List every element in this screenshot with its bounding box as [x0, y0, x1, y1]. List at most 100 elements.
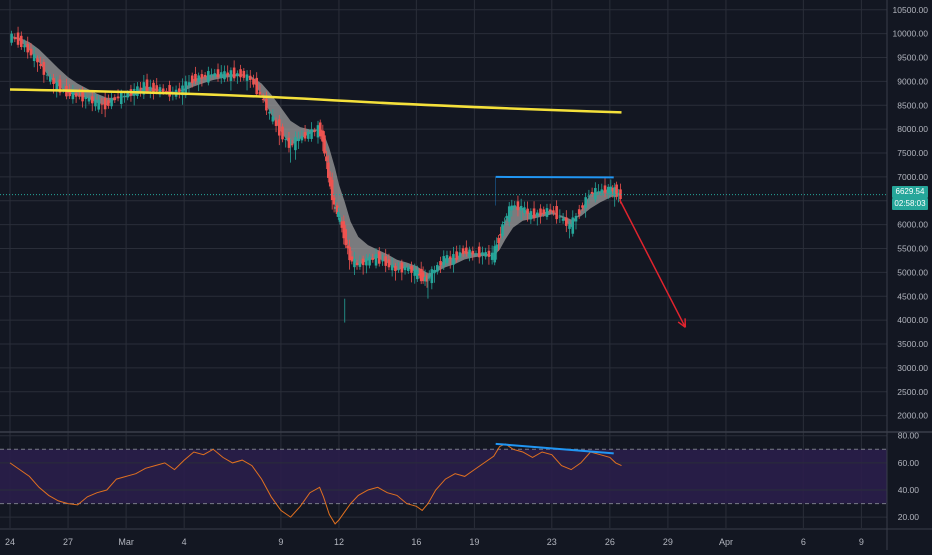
candle-body: [337, 212, 340, 217]
candle-body: [288, 138, 291, 148]
candle-body: [117, 96, 120, 98]
candle-body: [201, 74, 204, 79]
candle-body: [39, 64, 42, 66]
candle-body: [333, 198, 336, 205]
candle-body: [43, 62, 46, 75]
candle-body: [325, 156, 328, 161]
candle-body: [607, 187, 610, 193]
candle-body: [533, 208, 536, 218]
candle-body: [226, 73, 229, 76]
candle-body: [351, 256, 354, 261]
candle-body: [384, 256, 387, 266]
candle-body: [581, 205, 584, 207]
candle-body: [365, 258, 368, 265]
candle-body: [213, 73, 216, 76]
candle-body: [348, 247, 351, 260]
candle-body: [110, 99, 113, 107]
candle-body: [536, 213, 539, 216]
candle-body: [407, 267, 410, 271]
candle-body: [272, 116, 275, 121]
candle-body: [262, 99, 265, 100]
candle-body: [114, 97, 117, 100]
candle-body: [495, 245, 498, 251]
candle-body: [388, 260, 391, 268]
candle-body: [23, 45, 26, 47]
candle-body: [55, 82, 58, 90]
candle-body: [217, 69, 220, 77]
candle-body: [368, 257, 371, 266]
candle-body: [188, 82, 191, 85]
candle-body: [481, 252, 484, 255]
time-tick-label: 24: [5, 537, 15, 547]
price-tick-label: 10000.00: [893, 29, 929, 39]
candle-body: [265, 99, 268, 111]
candle-body: [101, 104, 104, 105]
candle-body: [523, 207, 526, 213]
price-tick-label: 2500.00: [897, 387, 928, 397]
candle-body: [578, 209, 581, 214]
candle-body: [511, 206, 514, 211]
time-tick-label: 19: [469, 537, 479, 547]
candle-body: [584, 197, 587, 208]
last-price-label: 6629.54: [892, 186, 928, 198]
rsi-band: [0, 449, 887, 503]
candle-body: [249, 76, 252, 80]
rsi-tick-label: 80.00: [898, 431, 920, 441]
candle-body: [353, 259, 356, 267]
candle-body: [146, 79, 149, 90]
candle-body: [294, 137, 297, 150]
candle-body: [33, 54, 36, 61]
candle-body: [452, 254, 455, 265]
candle-body: [462, 248, 465, 254]
candle-body: [588, 196, 591, 197]
price-tick-label: 9500.00: [897, 53, 928, 63]
price-tick-label: 8000.00: [897, 124, 928, 134]
time-tick-label: 27: [63, 537, 73, 547]
rsi-tick-label: 40.00: [898, 485, 920, 495]
time-tick-label: 16: [411, 537, 421, 547]
time-tick-label: 9: [859, 537, 864, 547]
price-tick-label: 6000.00: [897, 220, 928, 230]
candle-body: [559, 216, 562, 217]
candle-body: [139, 88, 142, 89]
candle-body: [88, 98, 91, 102]
candle-body: [339, 217, 342, 221]
candle-body: [404, 267, 407, 270]
candle-body: [555, 206, 558, 219]
candle-body: [501, 224, 504, 236]
candle-body: [207, 71, 210, 82]
candle-body: [594, 188, 597, 199]
time-tick-label: 26: [605, 537, 615, 547]
candle-body: [36, 58, 39, 62]
candle-body: [204, 75, 207, 77]
time-tick-label: 23: [547, 537, 557, 547]
candle-body: [197, 75, 200, 81]
price-tick-label: 4000.00: [897, 315, 928, 325]
candle-body: [513, 205, 516, 207]
price-tick-label: 2000.00: [897, 411, 928, 421]
candle-body: [520, 206, 523, 211]
candle-body: [431, 269, 434, 283]
price-tick-label: 5500.00: [897, 244, 928, 254]
candle-body: [465, 248, 468, 254]
candle-body: [468, 250, 471, 257]
candle-body: [246, 74, 249, 80]
price-tick-label: 9000.00: [897, 76, 928, 86]
price-tick-label: 10500.00: [893, 5, 929, 15]
candle-body: [503, 222, 506, 223]
candle-body: [155, 85, 158, 91]
candle-body: [331, 180, 334, 200]
candle-body: [455, 251, 458, 259]
candle-body: [549, 209, 552, 211]
candle-body: [255, 78, 258, 94]
candle-body: [165, 91, 168, 92]
candle-body: [433, 270, 436, 273]
candle-body: [84, 97, 87, 99]
candle-body: [568, 224, 571, 229]
candle-body: [484, 252, 487, 257]
candle-body: [107, 100, 110, 106]
candle-body: [552, 210, 555, 212]
candle-body: [397, 269, 400, 270]
